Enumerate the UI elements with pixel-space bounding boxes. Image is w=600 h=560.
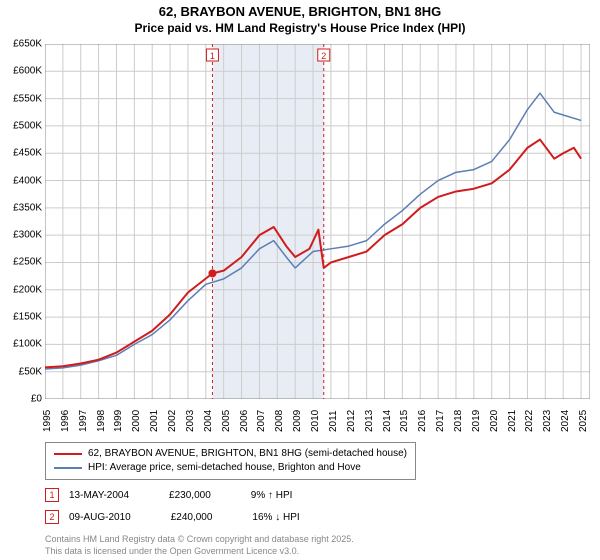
y-tick-label: £650K: [13, 39, 42, 50]
x-tick-label: 2018: [453, 410, 464, 432]
legend-label-1: 62, BRAYBON AVENUE, BRIGHTON, BN1 8HG (s…: [88, 447, 407, 461]
x-tick-label: 2007: [256, 410, 267, 432]
y-tick-label: £50K: [19, 366, 42, 377]
x-tick-label: 1999: [113, 410, 124, 432]
y-tick-label: £600K: [13, 66, 42, 77]
x-tick-label: 2012: [346, 410, 357, 432]
x-tick-label: 2010: [310, 410, 321, 432]
y-tick-label: £550K: [13, 93, 42, 104]
legend-swatch-2: [54, 467, 82, 469]
x-tick-label: 2017: [435, 410, 446, 432]
x-tick-label: 2008: [274, 410, 285, 432]
legend-box: 62, BRAYBON AVENUE, BRIGHTON, BN1 8HG (s…: [45, 442, 416, 480]
y-tick-label: £300K: [13, 230, 42, 241]
y-tick-label: £250K: [13, 257, 42, 268]
x-tick-label: 2001: [149, 410, 160, 432]
x-tick-label: 2023: [542, 410, 553, 432]
x-tick-label: 2013: [364, 410, 375, 432]
title-block: 62, BRAYBON AVENUE, BRIGHTON, BN1 8HG Pr…: [0, 0, 600, 35]
y-tick-label: £400K: [13, 175, 42, 186]
legend-swatch-1: [54, 453, 82, 455]
sale-2-delta: 16% ↓ HPI: [252, 512, 299, 523]
sale-2-price: £240,000: [171, 512, 213, 523]
x-tick-label: 2005: [221, 410, 232, 432]
chart-subtitle: Price paid vs. HM Land Registry's House …: [0, 21, 600, 35]
x-tick-label: 2020: [489, 410, 500, 432]
x-tick-label: 1998: [96, 410, 107, 432]
y-tick-label: £200K: [13, 284, 42, 295]
x-tick-label: 2022: [524, 410, 535, 432]
x-tick-label: 2003: [185, 410, 196, 432]
sale-marker-1: 1: [45, 488, 59, 502]
legend-row-1: 62, BRAYBON AVENUE, BRIGHTON, BN1 8HG (s…: [54, 447, 407, 461]
sale-1-date: 13-MAY-2004: [69, 490, 129, 501]
y-tick-label: £0: [31, 394, 42, 405]
x-tick-label: 2002: [167, 410, 178, 432]
sale-marker-2: 2: [45, 510, 59, 524]
x-tick-label: 2025: [578, 410, 589, 432]
x-tick-label: 2015: [399, 410, 410, 432]
sale-row-2: 2 09-AUG-2010 £240,000 16% ↓ HPI: [45, 510, 300, 524]
x-tick-label: 2021: [507, 410, 518, 432]
footer-line-2: This data is licensed under the Open Gov…: [45, 546, 299, 556]
sale-marker-2-num: 2: [49, 512, 54, 522]
line-chart-svg: 12: [45, 44, 590, 399]
y-tick-label: £450K: [13, 148, 42, 159]
x-tick-label: 2004: [203, 410, 214, 432]
x-tick-label: 1996: [60, 410, 71, 432]
x-tick-label: 2016: [417, 410, 428, 432]
legend-label-2: HPI: Average price, semi-detached house,…: [88, 461, 361, 475]
svg-text:2: 2: [321, 51, 326, 61]
legend-row-2: HPI: Average price, semi-detached house,…: [54, 461, 407, 475]
y-tick-label: £100K: [13, 339, 42, 350]
footer-line-1: Contains HM Land Registry data © Crown c…: [45, 534, 354, 544]
x-tick-label: 2000: [131, 410, 142, 432]
x-tick-label: 2024: [560, 410, 571, 432]
svg-text:1: 1: [210, 51, 215, 61]
x-tick-label: 2011: [328, 410, 339, 432]
sale-row-1: 1 13-MAY-2004 £230,000 9% ↑ HPI: [45, 488, 292, 502]
y-tick-label: £500K: [13, 120, 42, 131]
y-tick-label: £350K: [13, 202, 42, 213]
x-tick-label: 2014: [382, 410, 393, 432]
chart-container: 62, BRAYBON AVENUE, BRIGHTON, BN1 8HG Pr…: [0, 0, 600, 560]
plot-area: 12: [45, 44, 590, 399]
x-tick-label: 2019: [471, 410, 482, 432]
x-tick-label: 1997: [78, 410, 89, 432]
sale-2-date: 09-AUG-2010: [69, 512, 131, 523]
sale-1-price: £230,000: [169, 490, 211, 501]
x-tick-label: 1995: [42, 410, 53, 432]
y-tick-label: £150K: [13, 312, 42, 323]
sale-1-delta: 9% ↑ HPI: [251, 490, 293, 501]
chart-title: 62, BRAYBON AVENUE, BRIGHTON, BN1 8HG: [0, 4, 600, 19]
x-tick-label: 2006: [239, 410, 250, 432]
x-tick-label: 2009: [292, 410, 303, 432]
sale-marker-1-num: 1: [49, 490, 54, 500]
